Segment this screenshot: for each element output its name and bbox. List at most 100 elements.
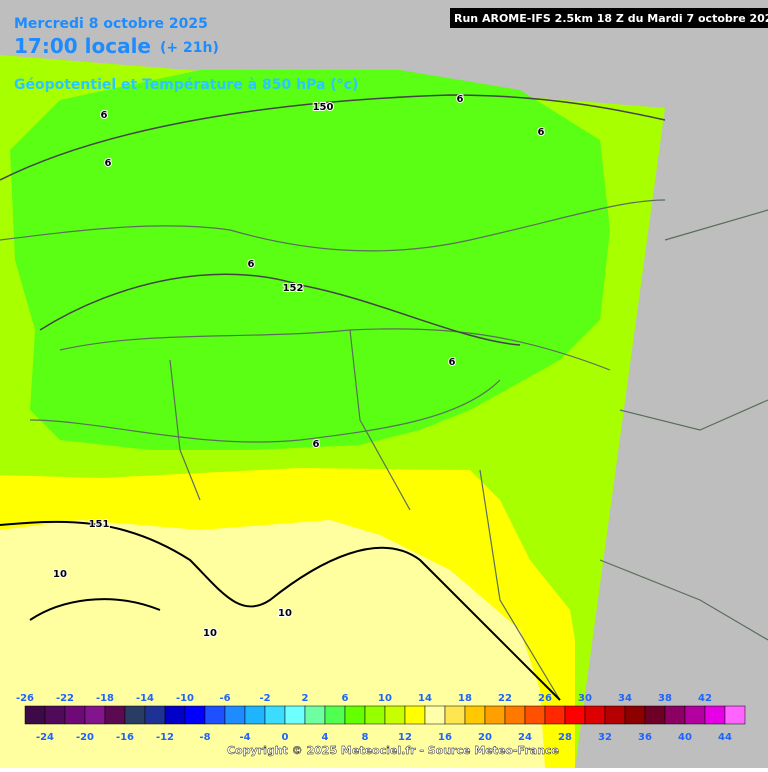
colorbar-label: -14	[136, 693, 154, 704]
colorbar-swatch	[144, 705, 166, 725]
colorbar-swatch	[124, 705, 146, 725]
colorbar-label: 28	[558, 732, 572, 743]
colorbar-label: 20	[478, 732, 492, 743]
colorbar-swatch	[664, 705, 686, 725]
colorbar-swatch	[44, 705, 66, 725]
border	[29, 379, 501, 443]
colorbar-swatch	[184, 705, 206, 725]
colorbar-label: -24	[36, 732, 54, 743]
colorbar-label: 34	[618, 693, 632, 704]
colorbar-swatch	[704, 705, 726, 725]
colorbar-swatch	[644, 705, 666, 725]
border	[59, 328, 611, 371]
contour-line	[0, 520, 561, 701]
contour-label: 6	[105, 158, 112, 169]
colorbar-swatch	[244, 705, 266, 725]
local-time: 17:00 locale	[14, 34, 151, 58]
colorbar-swatch	[24, 705, 46, 725]
colorbar-swatch	[624, 705, 646, 725]
contour-label: 6	[101, 110, 108, 121]
colorbar-swatch	[364, 705, 386, 725]
contour-label: 10	[278, 608, 292, 619]
colorbar-label: -22	[56, 693, 74, 704]
colorbar-swatch	[104, 705, 126, 725]
contour-label: 6	[248, 259, 255, 270]
colorbar-label: -20	[76, 732, 94, 743]
colorbar-label: 36	[638, 732, 652, 743]
colorbar-label: 42	[698, 693, 712, 704]
contour-label: 10	[203, 628, 217, 639]
colorbar-swatch	[344, 705, 366, 725]
colorbar-swatch	[284, 705, 306, 725]
colorbar-swatch	[544, 705, 566, 725]
copyright: Copyright © 2025 Meteociel.fr - Source M…	[227, 744, 559, 757]
colorbar-label: 40	[678, 732, 692, 743]
contour-label: 6	[538, 127, 545, 138]
colorbar-swatch	[324, 705, 346, 725]
colorbar-label: -26	[16, 693, 34, 704]
contour-label: 151	[89, 519, 110, 530]
field-title: Géopotentiel et Température à 850 hPa (°…	[14, 77, 358, 93]
colorbar: -26 -22 -18 -14 -10 -6 -2 2 6 10 14 18 22 26 30 34 38 42-…	[16, 693, 746, 743]
colorbar-label: 8	[362, 732, 369, 743]
colorbar-swatch	[724, 705, 746, 725]
colorbar-swatch	[604, 705, 626, 725]
contour-label: 6	[457, 94, 464, 105]
colorbar-label: -2	[259, 693, 270, 704]
colorbar-swatch	[264, 705, 286, 725]
colorbar-label: 32	[598, 732, 612, 743]
contour-label: 150	[313, 102, 334, 113]
borders	[0, 199, 768, 701]
contours	[0, 520, 561, 701]
colorbar-label: 14	[418, 693, 432, 704]
colorbar-swatch	[444, 705, 466, 725]
colorbar-label: 18	[458, 693, 472, 704]
colorbar-swatch	[224, 705, 246, 725]
cool-zone	[10, 70, 610, 450]
contour-line	[39, 273, 521, 346]
colorbar-label: 12	[398, 732, 412, 743]
colorbar-label: 26	[538, 693, 552, 704]
contour-label: 6	[449, 357, 456, 368]
colorbar-label: -10	[176, 693, 194, 704]
contour-label: 152	[283, 283, 304, 294]
contour-label: 10	[53, 569, 67, 580]
colorbar-swatch	[64, 705, 86, 725]
colorbar-swatch	[404, 705, 426, 725]
border	[599, 209, 768, 641]
contour-line	[0, 94, 666, 181]
colorbar-swatch	[564, 705, 586, 725]
colorbar-swatch	[484, 705, 506, 725]
run-info: Run AROME-IFS 2.5km 18 Z du Mardi 7 octo…	[454, 12, 768, 25]
colorbar-swatch	[524, 705, 546, 725]
colorbar-swatch	[304, 705, 326, 725]
lead-time: (+ 21h)	[160, 40, 219, 56]
colorbar-label: -16	[116, 732, 134, 743]
colorbar-label: 24	[518, 732, 532, 743]
colorbar-label: 30	[578, 693, 592, 704]
contour-label: 6	[313, 439, 320, 450]
colorbar-swatch	[464, 705, 486, 725]
colorbar-label: 2	[302, 693, 309, 704]
colorbar-label: 10	[378, 693, 392, 704]
colorbar-swatch	[684, 705, 706, 725]
colorbar-swatch	[164, 705, 186, 725]
colorbar-label: -6	[219, 693, 230, 704]
colorbar-swatch	[204, 705, 226, 725]
colorbar-label: -8	[199, 732, 210, 743]
colorbar-swatch	[84, 705, 106, 725]
colorbar-label: 6	[342, 693, 349, 704]
date: Mercredi 8 octobre 2025	[14, 16, 208, 32]
colorbar-label: 44	[718, 732, 732, 743]
colorbar-swatch	[584, 705, 606, 725]
colorbar-label: 22	[498, 693, 512, 704]
run-box	[450, 8, 768, 28]
geopotential-contours	[0, 94, 666, 346]
colorbar-label: -12	[156, 732, 174, 743]
colorbar-label: 4	[322, 732, 329, 743]
colorbar-swatch	[424, 705, 446, 725]
border	[0, 199, 666, 252]
colorbar-label: -4	[239, 732, 250, 743]
colorbar-swatch	[504, 705, 526, 725]
